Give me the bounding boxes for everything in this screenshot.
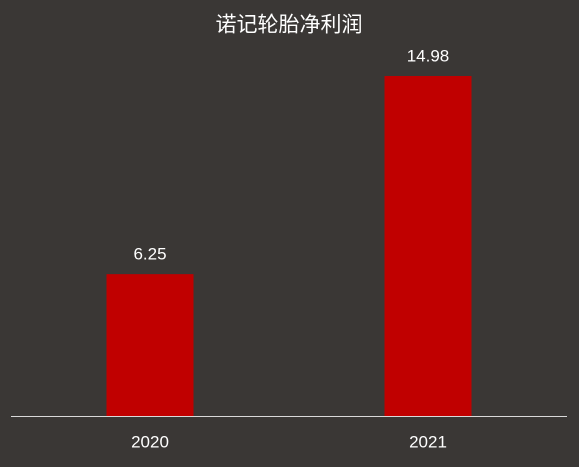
bar [384,76,472,416]
x-tick-label: 2020 [131,432,169,451]
data-label: 14.98 [407,46,450,65]
chart-title: 诺记轮胎净利润 [216,14,363,37]
bar [106,274,194,416]
x-tick-label: 2021 [409,432,447,451]
data-label: 6.25 [133,245,166,264]
